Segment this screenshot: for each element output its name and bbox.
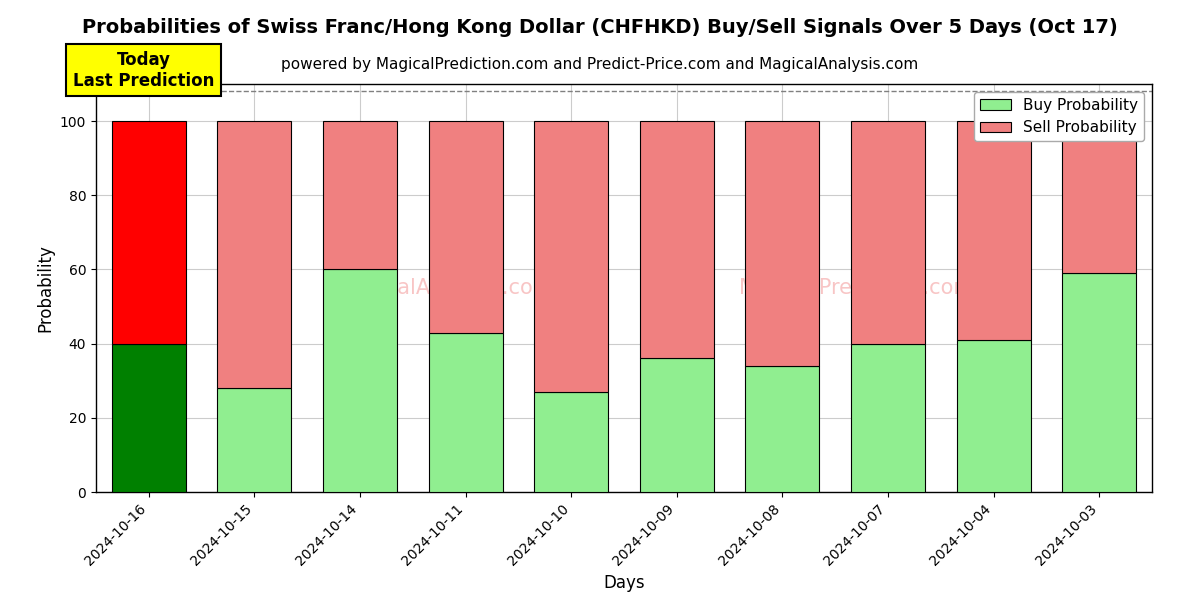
- Bar: [428, 121, 503, 332]
- Bar: [1062, 121, 1136, 273]
- Bar: [745, 366, 820, 492]
- Y-axis label: Probability: Probability: [36, 244, 54, 332]
- Bar: [534, 121, 608, 392]
- Bar: [1062, 273, 1136, 492]
- Legend: Buy Probability, Sell Probability: Buy Probability, Sell Probability: [974, 92, 1145, 142]
- Bar: [112, 121, 186, 344]
- Text: MagicalPrediction.com: MagicalPrediction.com: [739, 278, 973, 298]
- X-axis label: Days: Days: [604, 574, 644, 592]
- Bar: [428, 332, 503, 492]
- Bar: [851, 344, 925, 492]
- Text: Today
Last Prediction: Today Last Prediction: [73, 51, 215, 89]
- Bar: [640, 121, 714, 358]
- Bar: [956, 121, 1031, 340]
- Bar: [323, 269, 397, 492]
- Bar: [851, 121, 925, 344]
- Text: powered by MagicalPrediction.com and Predict-Price.com and MagicalAnalysis.com: powered by MagicalPrediction.com and Pre…: [281, 57, 919, 72]
- Bar: [640, 358, 714, 492]
- Bar: [112, 344, 186, 492]
- Text: Probabilities of Swiss Franc/Hong Kong Dollar (CHFHKD) Buy/Sell Signals Over 5 D: Probabilities of Swiss Franc/Hong Kong D…: [82, 18, 1118, 37]
- Bar: [534, 392, 608, 492]
- Bar: [745, 121, 820, 366]
- Bar: [217, 121, 292, 388]
- Bar: [956, 340, 1031, 492]
- Bar: [217, 388, 292, 492]
- Bar: [323, 121, 397, 269]
- Text: MagicalAnalysis.com: MagicalAnalysis.com: [336, 278, 553, 298]
